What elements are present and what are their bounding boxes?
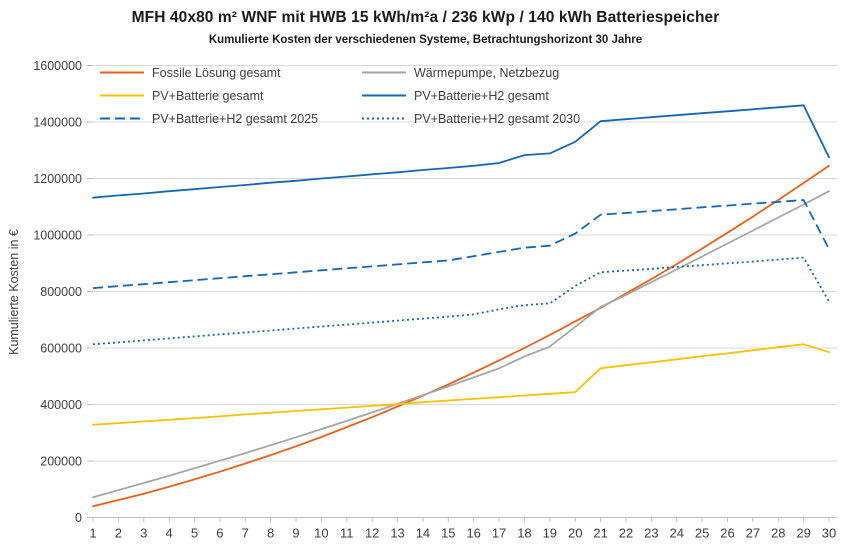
legend-label: PV+Batterie gesamt bbox=[152, 88, 264, 103]
y-tick-label: 0 bbox=[75, 511, 82, 525]
legend-swatch-pv-batterie-h2-gesamt-2030 bbox=[361, 116, 407, 121]
x-tick-label: 7 bbox=[242, 526, 249, 541]
x-tick-label: 5 bbox=[191, 526, 198, 541]
x-tick-label: 17 bbox=[492, 526, 506, 541]
y-tick-label: 800000 bbox=[40, 285, 82, 299]
x-tick-label: 12 bbox=[365, 526, 379, 541]
legend: Fossile Lösung gesamt PV+Batterie gesamt P… bbox=[99, 61, 599, 130]
x-tick-label: 15 bbox=[441, 526, 455, 541]
legend-swatch-pv-batterie-h2-gesamt-2025 bbox=[99, 116, 145, 121]
x-tick-label: 4 bbox=[166, 526, 173, 541]
x-tick-label: 24 bbox=[669, 526, 683, 541]
x-tick-label: 28 bbox=[771, 526, 785, 541]
legend-item-pv-batterie-gesamt: PV+Batterie gesamt bbox=[99, 84, 337, 107]
y-tick-label: 400000 bbox=[40, 398, 82, 412]
x-tick-label: 9 bbox=[292, 526, 299, 541]
legend-item-pv-batterie-h2-gesamt-2025: PV+Batterie+H2 gesamt 2025 bbox=[99, 107, 337, 130]
series-line-pv-batterie-h2-gesamt bbox=[92, 104, 830, 199]
chart-subtitle: Kumulierte Kosten der verschiedenen Syst… bbox=[208, 34, 643, 46]
legend-label: PV+Batterie+H2 gesamt 2025 bbox=[152, 111, 319, 126]
legend-label: PV+Batterie+H2 gesamt bbox=[414, 88, 549, 103]
x-tick-label: 21 bbox=[593, 526, 607, 541]
legend-label: Wärmepumpe, Netzbezug bbox=[414, 65, 560, 80]
legend-column: Fossile Lösung gesamt PV+Batterie gesamt P… bbox=[99, 61, 337, 130]
legend-item-pv-batterie-h2-gesamt-2030: PV+Batterie+H2 gesamt 2030 bbox=[361, 107, 599, 130]
legend-item-pv-batterie-h2-gesamt: PV+Batterie+H2 gesamt bbox=[361, 84, 599, 107]
x-tick-label: 2 bbox=[115, 526, 122, 541]
x-tick-label: 18 bbox=[517, 526, 531, 541]
series-line-pv-batterie-h2-gesamt-2025 bbox=[92, 199, 830, 289]
legend-label: PV+Batterie+H2 gesamt 2030 bbox=[414, 111, 581, 126]
x-tick-label: 22 bbox=[619, 526, 633, 541]
x-tick-label: 20 bbox=[568, 526, 582, 541]
x-tick-label: 29 bbox=[796, 526, 810, 541]
legend-item-fossile-loesung-gesamt: Fossile Lösung gesamt bbox=[99, 61, 337, 84]
x-tick-label: 27 bbox=[746, 526, 760, 541]
legend-swatch-pv-batterie-h2-gesamt bbox=[361, 93, 407, 98]
legend-column: Wärmepumpe, Netzbezug PV+Batterie+H2 gesa… bbox=[361, 61, 599, 130]
x-tick-label: 25 bbox=[695, 526, 709, 541]
x-tick-label: 3 bbox=[140, 526, 147, 541]
series-line-pv-batterie-h2-gesamt-2030 bbox=[92, 256, 830, 346]
x-tick-label: 1 bbox=[89, 526, 96, 541]
y-tick-label: 1200000 bbox=[33, 172, 82, 186]
legend-swatch-fossile-loesung-gesamt bbox=[99, 70, 145, 75]
y-tick-label: 1000000 bbox=[33, 229, 82, 243]
series-line-waermepumpe-netzbezug bbox=[92, 190, 830, 499]
y-tick-label: 200000 bbox=[40, 455, 82, 469]
legend-item-waermepumpe-netzbezug: Wärmepumpe, Netzbezug bbox=[361, 61, 599, 84]
y-tick-label: 600000 bbox=[40, 342, 82, 356]
x-tick-label: 26 bbox=[720, 526, 734, 541]
y-tick-label: 1600000 bbox=[33, 59, 82, 73]
series-line-pv-batterie-gesamt bbox=[92, 343, 830, 426]
series-line-fossile-loesung-gesamt bbox=[92, 164, 830, 508]
x-tick-label: 19 bbox=[543, 526, 557, 541]
x-tick-label: 30 bbox=[822, 526, 836, 541]
x-tick-label: 10 bbox=[314, 526, 328, 541]
x-tick-label: 8 bbox=[267, 526, 274, 541]
x-tick-label: 14 bbox=[416, 526, 430, 541]
legend-label: Fossile Lösung gesamt bbox=[152, 65, 281, 80]
legend-swatch-waermepumpe-netzbezug bbox=[361, 70, 407, 75]
x-tick-label: 13 bbox=[390, 526, 404, 541]
x-tick-label: 11 bbox=[340, 526, 354, 541]
y-tick-label: 1400000 bbox=[33, 116, 82, 130]
x-tick-label: 16 bbox=[466, 526, 480, 541]
x-tick-label: 23 bbox=[644, 526, 658, 541]
chart-title: MFH 40x80 m² WNF mit HWB 15 kWh/m²a / 23… bbox=[131, 9, 720, 26]
legend-swatch-pv-batterie-gesamt bbox=[99, 93, 145, 98]
x-tick-label: 6 bbox=[216, 526, 223, 541]
